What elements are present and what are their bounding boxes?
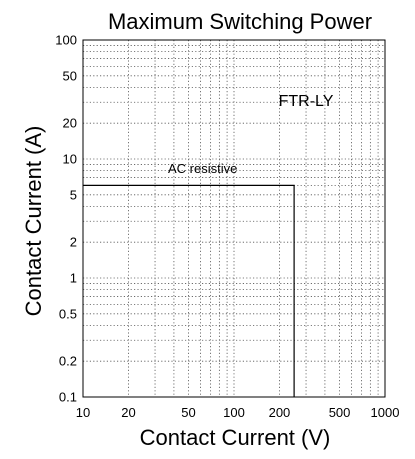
- x-tick-label: 500: [329, 405, 351, 420]
- annotations: FTR-LY AC resistive: [168, 93, 334, 176]
- x-tick-label: 50: [181, 405, 195, 420]
- y-tick-label: 5: [70, 187, 77, 202]
- y-tick-label: 100: [55, 33, 77, 48]
- y-axis-label: Contact Current (A): [21, 126, 46, 317]
- x-tick-label: 200: [269, 405, 291, 420]
- x-tick-labels: 10 20 50 100 200 500 1000: [76, 405, 400, 420]
- x-tick-label: 1000: [371, 405, 400, 420]
- annotation-model-label: FTR-LY: [279, 93, 334, 110]
- chart-title: Maximum Switching Power: [108, 9, 372, 34]
- y-tick-label: 0.2: [59, 354, 77, 369]
- series-layer: [83, 184, 295, 397]
- series-line: [83, 184, 295, 397]
- y-tick-label: 0.1: [59, 390, 77, 405]
- x-tick-label: 20: [121, 405, 135, 420]
- y-tick-label: 1: [70, 271, 77, 286]
- y-tick-label: 0.5: [59, 306, 77, 321]
- grid: [83, 40, 385, 397]
- x-axis-label: Contact Current (V): [140, 425, 331, 450]
- plot-frame: [82, 39, 386, 398]
- x-tick-label: 100: [223, 405, 245, 420]
- y-tick-label: 50: [63, 68, 77, 83]
- y-tick-label: 2: [70, 235, 77, 250]
- y-tick-label: 10: [63, 152, 77, 167]
- x-tick-label: 10: [76, 405, 90, 420]
- annotation-series-label: AC resistive: [168, 161, 237, 176]
- y-tick-label: 20: [63, 116, 77, 131]
- y-tick-labels: 0.1 0.2 0.5 1 2 5 10 20 50 100: [55, 33, 77, 405]
